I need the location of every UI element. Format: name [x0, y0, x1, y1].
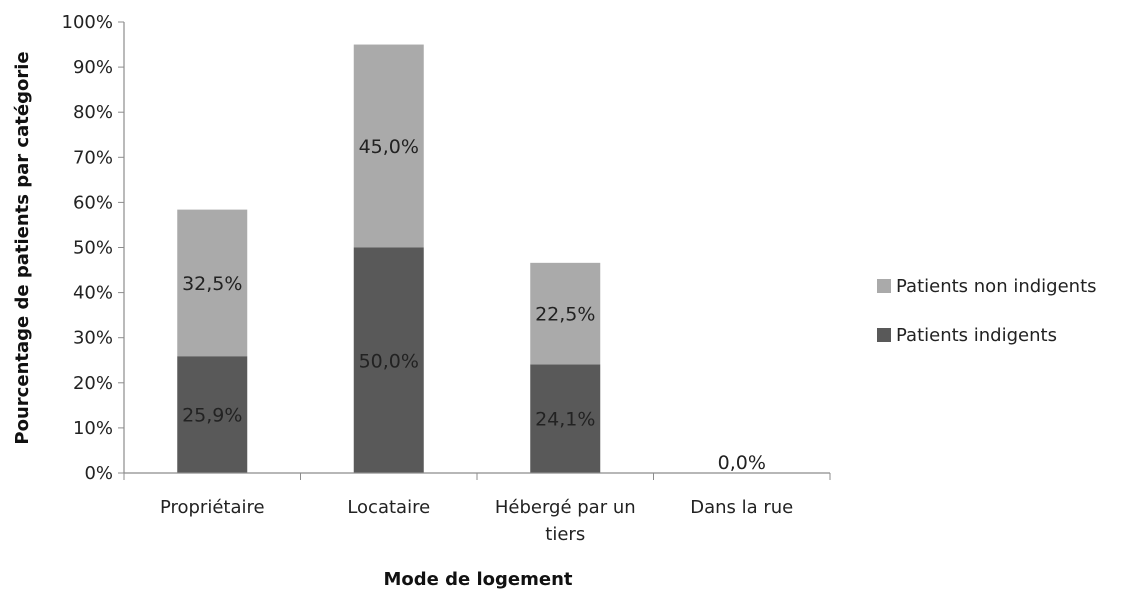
x-category-label: Hébergé par un tiers: [495, 497, 636, 545]
x-axis-categories: Propriétaire Locataire Hébergé par un tiers…: [160, 497, 793, 545]
x-category-label: Locataire: [347, 497, 430, 518]
bar-non-indigents: [353, 44, 424, 248]
bar-indigents: [177, 356, 248, 473]
x-category-label: Propriétaire: [160, 497, 265, 518]
data-label: 45,0%: [359, 136, 419, 158]
y-tick-label: 70%: [73, 147, 113, 168]
y-tick-label: 50%: [73, 238, 113, 259]
data-label: 22,5%: [535, 304, 595, 326]
y-tick-label: 0%: [84, 463, 113, 484]
data-labels: 25,9% 32,5% 50,0% 45,0% 24,1% 22,5% 0,0%: [182, 136, 766, 474]
y-tick-label: 100%: [62, 12, 113, 33]
bar-indigents: [530, 364, 601, 473]
legend: Patients non indigents Patients indigents: [877, 276, 1097, 346]
x-category-label: Dans la rue: [690, 497, 793, 518]
y-axis-ticks: 0% 10% 20% 30% 40% 50% 60% 70% 80% 90% 100%: [62, 12, 124, 484]
legend-label: Patients indigents: [896, 325, 1057, 346]
bars: [177, 44, 601, 473]
y-tick-label: 40%: [73, 283, 113, 304]
y-tick-label: 60%: [73, 192, 113, 213]
data-label: 32,5%: [182, 273, 242, 295]
legend-label: Patients non indigents: [896, 276, 1097, 297]
data-label: 50,0%: [359, 350, 419, 372]
y-tick-label: 20%: [73, 373, 113, 394]
bar-non-indigents: [530, 262, 601, 365]
data-label: 24,1%: [535, 409, 595, 431]
y-tick-label: 90%: [73, 57, 113, 78]
y-axis-title: Pourcentage de patients par catégorie: [12, 51, 33, 444]
data-label: 25,9%: [182, 405, 242, 427]
y-tick-label: 30%: [73, 328, 113, 349]
bar-non-indigents: [177, 209, 248, 357]
y-tick-label: 10%: [73, 418, 113, 439]
legend-swatch: [877, 328, 891, 342]
y-tick-label: 80%: [73, 102, 113, 123]
data-label: 0,0%: [718, 452, 766, 474]
axes: [123, 22, 831, 480]
bar-indigents: [353, 247, 424, 473]
legend-swatch: [877, 279, 891, 293]
x-axis-title: Mode de logement: [383, 569, 572, 590]
